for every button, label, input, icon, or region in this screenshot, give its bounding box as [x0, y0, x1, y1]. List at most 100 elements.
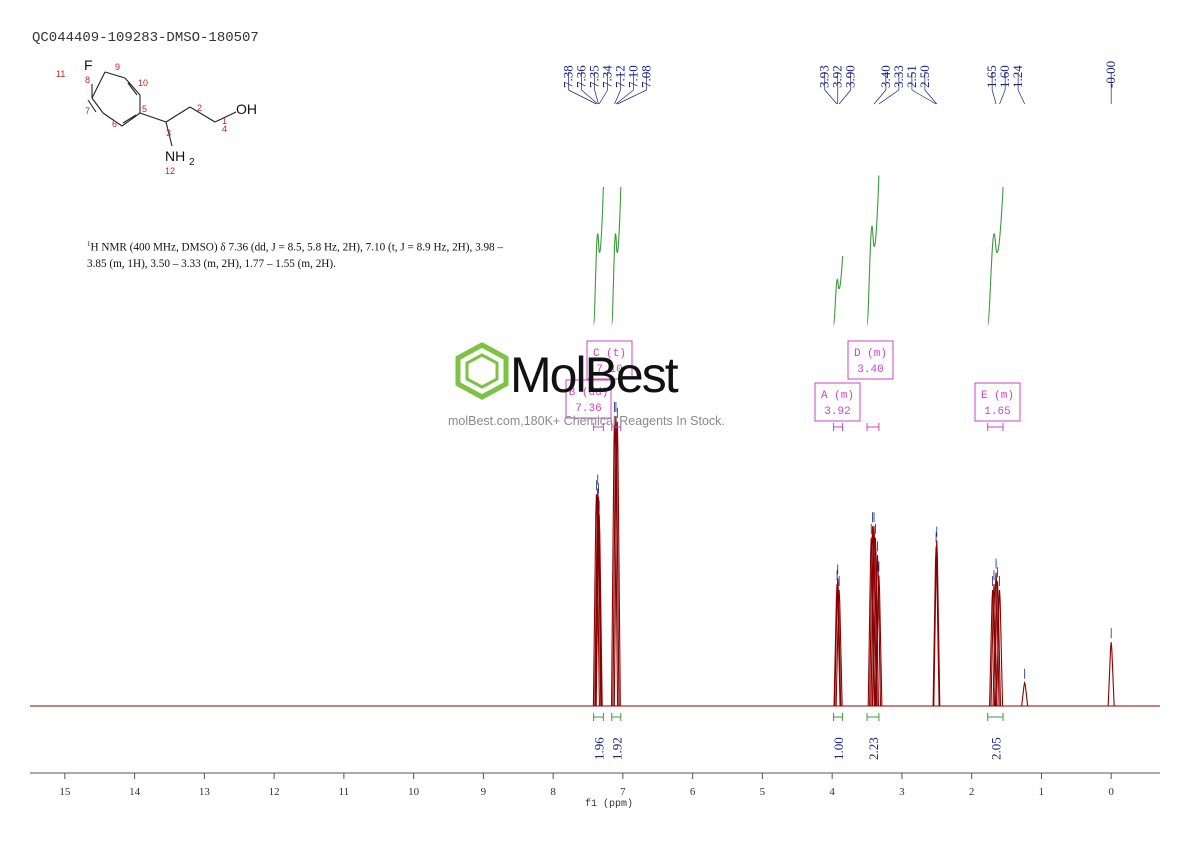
spectrum-peak [933, 540, 941, 707]
x-axis-tick-label: 0 [1108, 786, 1114, 798]
x-axis-tick-label: 5 [760, 786, 766, 798]
x-axis-tick-label: 10 [408, 786, 420, 798]
spectrum-peak [594, 488, 602, 707]
atom-number-5: 5 [142, 104, 147, 114]
peak-label: 2.51 [904, 65, 919, 88]
peak-label-connector [991, 72, 997, 105]
integral-value: 2.23 [866, 737, 881, 760]
integral-value: 1.00 [831, 737, 846, 760]
x-axis-tick-label: 2 [969, 786, 975, 798]
peak-label: 7.34 [600, 65, 615, 88]
integral-curve [593, 186, 604, 326]
atom-fluorine: F [84, 57, 93, 73]
peak-label-connector [878, 72, 900, 105]
x-axis-tick-label: 6 [690, 786, 696, 798]
peak-label-connector [568, 72, 597, 105]
x-axis-tick-label: 15 [59, 786, 71, 798]
integral-value: 1.92 [609, 737, 624, 760]
peak-label: 7.08 [639, 65, 654, 88]
multiplet-label: D (m) [854, 348, 887, 360]
peak-label: 1.65 [984, 65, 999, 88]
nmr-nucleus-superscript: 1 [87, 240, 91, 248]
peak-label: 7.10 [626, 65, 641, 88]
atom-number-2: 2 [197, 103, 202, 113]
atom-number-7: 7 [85, 106, 90, 116]
peak-label: -0.00 [1103, 61, 1118, 88]
multiplet-range-bracket [987, 423, 1004, 431]
spectrum-peak [993, 581, 1002, 707]
peak-label: 1.24 [1010, 65, 1025, 88]
spectrum-peak [870, 526, 878, 707]
peak-label: 1.60 [997, 65, 1012, 88]
x-axis-label: f1 (ppm) [585, 798, 633, 810]
peak-label: 7.35 [587, 65, 602, 88]
multiplet-shift: 3.92 [824, 406, 850, 418]
integral-bracket [833, 713, 844, 721]
multiplet-shift: 1.65 [984, 406, 1010, 418]
integral-bracket [987, 713, 1004, 721]
peak-label-connector [598, 72, 608, 105]
atom-number-12: 12 [165, 166, 175, 176]
peak-label-connector [824, 72, 838, 105]
molbest-logo: MolBest [455, 342, 681, 402]
atom-number-3: 3 [166, 128, 171, 138]
x-axis-tick-label: 8 [550, 786, 556, 798]
integral-bracket [611, 713, 622, 721]
multiplet-shift: 3.40 [857, 364, 883, 376]
atom-hydroxyl: OH [236, 101, 257, 117]
integral-curve [611, 186, 622, 326]
multiplet-label: B (dd) [569, 387, 609, 399]
multiplet-shift: 7.36 [575, 403, 601, 415]
x-axis-tick-label: 11 [339, 786, 350, 798]
peak-label-connector [581, 72, 599, 105]
multiplet-range-bracket [866, 423, 880, 431]
multiplet-range-bracket [593, 423, 604, 431]
peak-label-connector [1017, 72, 1025, 105]
atom-amine: NH [165, 148, 185, 164]
peak-label-connector [999, 72, 1006, 105]
molbest-hexagon-icon [455, 342, 509, 400]
peak-label-connector [911, 72, 937, 105]
spectrum-peak [990, 584, 998, 707]
peak-label-connector [594, 72, 599, 105]
multiplet-label: A (m) [821, 390, 854, 402]
x-axis-tick-label: 9 [481, 786, 487, 798]
peak-label-connector [838, 72, 852, 105]
multiplet-label: C (t) [593, 348, 626, 360]
watermark-tagline: molBest.com,180K+ Chemical Reagents In S… [448, 414, 725, 428]
multiplet-shift: 7.10 [596, 364, 622, 376]
peak-label: 3.92 [830, 65, 845, 88]
atom-number-6: 6 [112, 119, 117, 129]
multiplet-box [586, 340, 633, 380]
atom-number-4: 4 [222, 124, 227, 134]
integral-curve [987, 186, 1004, 326]
multiplet-label: E (m) [981, 390, 1014, 402]
peak-label: 7.36 [574, 65, 589, 88]
spectrum-peak [996, 589, 1004, 707]
atom-number-10: 10 [138, 78, 148, 88]
peak-label: 3.90 [843, 65, 858, 88]
peak-label-connector [615, 72, 634, 105]
peak-label-connector [614, 72, 621, 105]
x-axis-tick-label: 3 [899, 786, 905, 798]
multiplet-box [974, 382, 1021, 422]
sample-id: QC044409-109283-DMSO-180507 [32, 30, 259, 46]
spectrum-peak [1021, 680, 1029, 707]
spectrum-peak [992, 572, 1000, 707]
peak-label: 3.40 [878, 65, 893, 88]
x-axis-tick-label: 1 [1039, 786, 1045, 798]
peak-label-connector [873, 72, 887, 105]
molbest-brand: MolBest [510, 347, 679, 402]
multiplet-box [565, 379, 612, 419]
spectrum-peak [873, 555, 882, 707]
integral-bracket [866, 713, 880, 721]
multiplet-range-bracket [611, 423, 622, 431]
integral-curve [833, 255, 844, 326]
atom-number-1: 1 [222, 116, 227, 126]
spectrum-peak [1107, 642, 1115, 707]
atom-number-11: 11 [56, 69, 65, 79]
x-axis-tick-label: 14 [129, 786, 141, 798]
multiplet-box [847, 340, 894, 380]
integral-value: 1.96 [591, 737, 606, 760]
